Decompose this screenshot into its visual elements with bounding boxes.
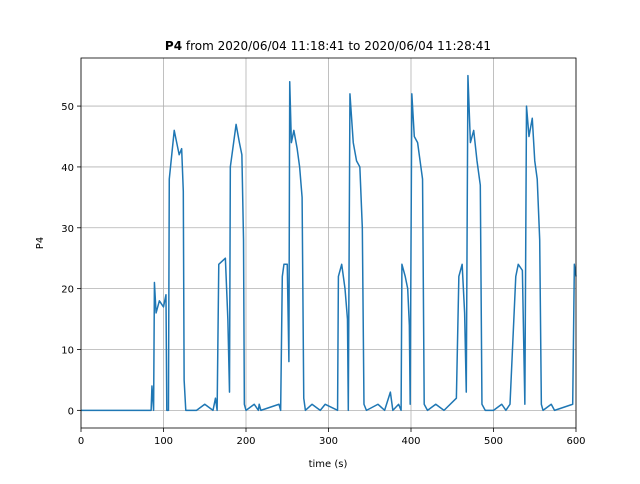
title-bold: P4	[165, 39, 182, 53]
x-tick-label: 0	[78, 436, 84, 447]
x-tick-label: 400	[401, 436, 420, 447]
x-tick-label: 100	[154, 436, 173, 447]
y-tick-label: 40	[61, 163, 74, 174]
x-axis-label: time (s)	[309, 459, 348, 470]
y-tick-label: 50	[61, 102, 74, 113]
plot-frame	[80, 57, 577, 429]
x-tick-label: 500	[484, 436, 503, 447]
y-tick-label: 20	[61, 285, 74, 296]
chart-title: P4 from 2020/06/04 11:18:41 to 2020/06/0…	[165, 39, 491, 53]
y-axis-label: P4	[35, 237, 46, 249]
x-tick-label: 600	[566, 436, 585, 447]
data-line	[81, 74, 577, 412]
title-rest: from 2020/06/04 11:18:41 to 2020/06/04 1…	[186, 39, 491, 53]
x-tick-label: 200	[236, 436, 255, 447]
y-tick-label: 30	[61, 224, 74, 235]
y-tick-label: 0	[68, 406, 74, 417]
y-tick-label: 10	[61, 345, 74, 356]
x-tick-label: 300	[319, 436, 338, 447]
